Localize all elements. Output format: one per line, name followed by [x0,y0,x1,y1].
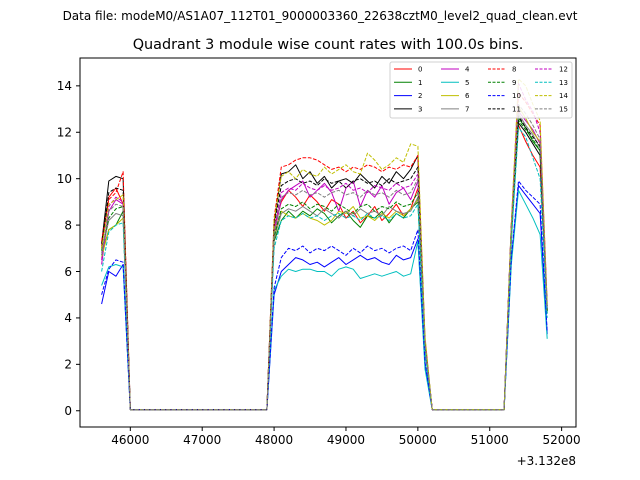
y-tick-label: 8 [64,218,72,232]
chart-title: Quadrant 3 module wise count rates with … [133,37,524,53]
legend-label-2: 2 [418,92,422,100]
series-layer [101,78,548,411]
series-line-3 [101,122,548,411]
axes-frame [79,57,577,428]
legend-label-15: 15 [559,105,568,113]
y-tick-label: 0 [64,404,72,418]
x-tick-label: 52000 [543,433,581,447]
legend-label-5: 5 [465,79,469,87]
y-tick-label: 4 [64,311,72,325]
series-line-4 [101,110,548,411]
series-line-14 [101,78,548,411]
legend-label-3: 3 [418,105,422,113]
y-tick-label: 10 [57,172,72,186]
y-tick-label: 2 [64,358,72,372]
legend-label-13: 13 [559,79,568,87]
legend-label-10: 10 [512,92,521,100]
series-line-6 [101,106,548,411]
legend-label-14: 14 [559,92,568,100]
x-axis-offset-label: +3.132e8 [517,454,576,468]
x-tick-label: 48000 [255,433,293,447]
series-line-8 [101,92,548,411]
series-line-10 [101,180,548,411]
legend-label-12: 12 [559,66,568,74]
y-axis: 0 2 4 6 8 10 12 14 [57,79,80,418]
legend-label-6: 6 [465,92,470,100]
legend-label-0: 0 [418,66,422,74]
y-tick-label: 12 [57,126,72,140]
legend-label-7: 7 [465,105,469,113]
series-line-9 [101,120,548,411]
x-tick-label: 50000 [399,433,437,447]
legend-label-1: 1 [418,79,422,87]
series-line-1 [101,117,548,411]
x-tick-label: 49000 [327,433,365,447]
plot-area [79,57,577,428]
legend-label-11: 11 [512,105,521,113]
y-tick-label: 14 [57,79,72,93]
series-line-12 [101,83,548,411]
y-tick-label: 6 [64,265,72,279]
series-line-7 [101,113,548,411]
series-line-5 [101,189,548,411]
series-line-11 [101,115,548,411]
legend-label-9: 9 [512,79,516,87]
x-tick-label: 46000 [111,433,149,447]
legend-label-8: 8 [512,66,516,74]
legend-label-4: 4 [465,66,470,74]
series-line-0 [101,124,548,411]
x-tick-label: 51000 [471,433,509,447]
x-tick-label: 47000 [183,433,221,447]
x-axis: 46000 47000 48000 49000 50000 51000 52000 [111,427,581,447]
data-file-suptitle: Data file: modeM0/AS1A07_112T01_90000033… [63,9,578,23]
series-line-13 [101,127,548,411]
series-line-15 [101,103,548,411]
series-line-2 [101,185,548,411]
legend-box [389,61,573,119]
